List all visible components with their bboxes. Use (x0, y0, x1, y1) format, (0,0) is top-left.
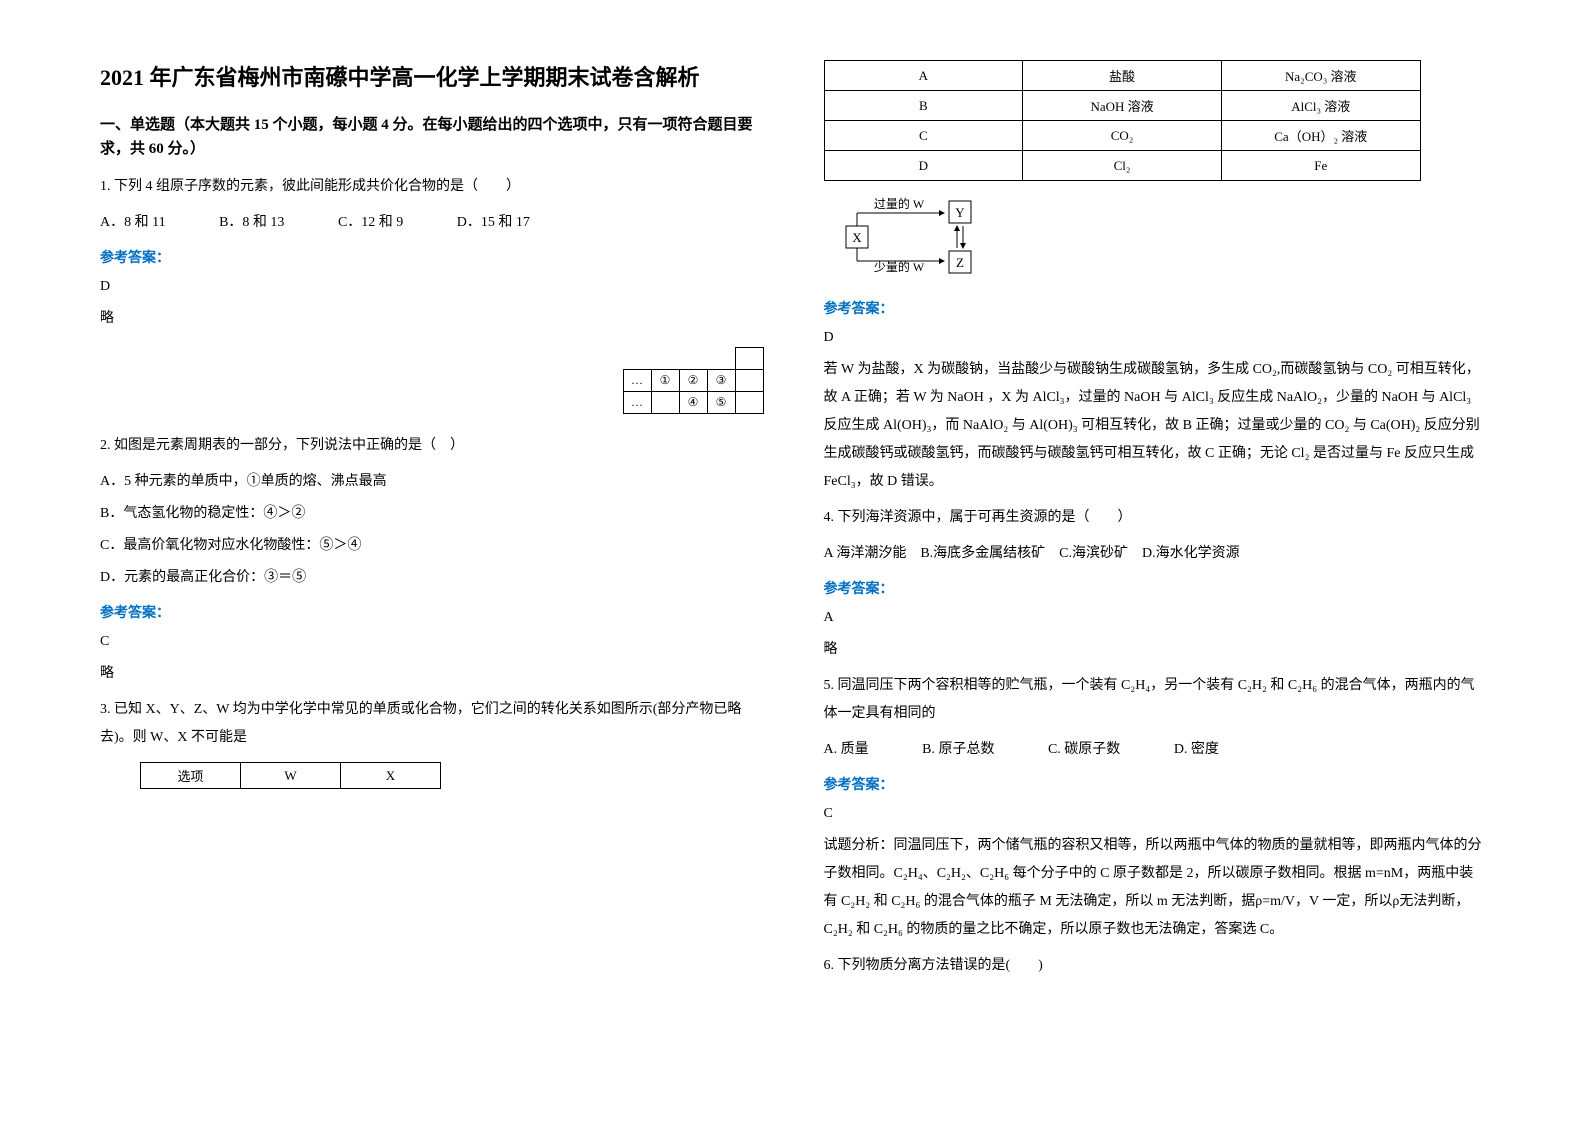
ax-r1-c1: NaOH 溶液 (1023, 91, 1222, 121)
ax-r2-c1: CO₂ (1023, 121, 1222, 151)
table-row: D Cl₂ Fe (824, 151, 1420, 181)
pt-r1-c0: … (623, 370, 651, 392)
q3-text: 3. 已知 X、Y、Z、W 均为中学化学中常见的单质或化合物，它们之间的转化关系… (100, 696, 764, 752)
q2-opt-a: A．5 种元素的单质中，①单质的熔、沸点最高 (100, 468, 764, 496)
q1-note: 略 (100, 305, 764, 333)
exam-title: 2021 年广东省梅州市南礤中学高一化学上学期期末试卷含解析 (100, 60, 764, 95)
pt-r2-c1 (651, 392, 679, 414)
q6-text: 6. 下列物质分离方法错误的是( ) (824, 952, 1488, 980)
pt-r1-c1: ① (651, 370, 679, 392)
q5-opt-c: C. 碳原子数 (1048, 736, 1120, 764)
table-row: A 盐酸 Na₂CO₃ 溶液 (824, 61, 1420, 91)
q3-th-0: 选项 (141, 763, 241, 789)
page-root: 2021 年广东省梅州市南礤中学高一化学上学期期末试卷含解析 一、单选题（本大题… (0, 0, 1587, 1048)
section-1-header: 一、单选题（本大题共 15 个小题，每小题 4 分。在每小题给出的四个选项中，只… (100, 113, 764, 161)
pt-r2-c4 (735, 392, 763, 414)
ax-r1-c2: AlCl₃ 溶液 (1221, 91, 1420, 121)
left-column: 2021 年广东省梅州市南礤中学高一化学上学期期末试卷含解析 一、单选题（本大题… (100, 60, 764, 988)
pt-r1-c4 (735, 370, 763, 392)
ax-r2-c2: Ca（OH）₂ 溶液 (1221, 121, 1420, 151)
pt-r2-c3: ⑤ (707, 392, 735, 414)
q5-answer-label: 参考答案： (824, 774, 1488, 794)
periodic-table-fragment: … ① ② ③ … ④ ⑤ (623, 347, 764, 414)
q3-options-table: A 盐酸 Na₂CO₃ 溶液 B NaOH 溶液 AlCl₃ 溶液 C CO₂ … (824, 60, 1421, 181)
q5-opt-b: B. 原子总数 (922, 736, 994, 764)
q3-answer-label: 参考答案： (824, 298, 1488, 318)
q5-opt-d: D. 密度 (1174, 736, 1219, 764)
q2-note: 略 (100, 660, 764, 688)
q2-opt-b: B．气态氢化物的稳定性：④＞② (100, 500, 764, 528)
pt-r2-c2: ④ (679, 392, 707, 414)
q5-explain: 试题分析：同温同压下，两个储气瓶的容积又相等，所以两瓶中气体的物质的量就相等，即… (824, 832, 1488, 944)
q3-option-table-header: 选项 W X (140, 762, 441, 789)
pt-r2-c0: … (623, 392, 651, 414)
diagram-top-label: 过量的 W (873, 196, 924, 211)
q1-answer: D (100, 273, 764, 301)
q5-options: A. 质量 B. 原子总数 C. 碳原子数 D. 密度 (824, 736, 1488, 764)
q1-text: 1. 下列 4 组原子序数的元素，彼此间能形成共价化合物的是（ ） (100, 173, 764, 201)
q2-opt-c: C．最高价氧化物对应水化物酸性：⑤＞④ (100, 532, 764, 560)
diagram-x: X (852, 230, 862, 245)
ax-r2-c0: C (824, 121, 1023, 151)
q3-th-2: X (341, 763, 441, 789)
q1-opt-a: A．8 和 11 (100, 209, 166, 237)
ax-r0-c0: A (824, 61, 1023, 91)
pt-r1-c2: ② (679, 370, 707, 392)
ax-r0-c1: 盐酸 (1023, 61, 1222, 91)
q4-answer: A (824, 604, 1488, 632)
q2-answer-label: 参考答案： (100, 602, 764, 622)
q3-explain: 若 W 为盐酸，X 为碳酸钠，当盐酸少与碳酸钠生成碳酸氢钠，多生成 CO₂,而碳… (824, 356, 1488, 496)
diagram-z: Z (956, 255, 964, 270)
periodic-wrap: … ① ② ③ … ④ ⑤ (100, 337, 764, 424)
ax-r3-c0: D (824, 151, 1023, 181)
ax-r3-c2: Fe (1221, 151, 1420, 181)
table-row: B NaOH 溶液 AlCl₃ 溶液 (824, 91, 1420, 121)
q5-text: 5. 同温同压下两个容积相等的贮气瓶，一个装有 C₂H₄，另一个装有 C₂H₂ … (824, 672, 1488, 728)
q4-note: 略 (824, 636, 1488, 664)
q2-opt-d: D．元素的最高正化合价：③＝⑤ (100, 564, 764, 592)
q1-opt-b: B．8 和 13 (219, 209, 284, 237)
q5-opt-a: A. 质量 (824, 736, 869, 764)
q4-answer-label: 参考答案： (824, 578, 1488, 598)
diagram-y: Y (955, 205, 965, 220)
q2-answer: C (100, 628, 764, 656)
reaction-diagram: 过量的 W Y X 少量的 W Z (844, 193, 1488, 288)
diagram-svg: 过量的 W Y X 少量的 W Z (844, 193, 1024, 283)
ax-r1-c0: B (824, 91, 1023, 121)
q1-opt-d: D．15 和 17 (457, 209, 530, 237)
pt-blank-top (735, 348, 763, 370)
right-column: A 盐酸 Na₂CO₃ 溶液 B NaOH 溶液 AlCl₃ 溶液 C CO₂ … (824, 60, 1488, 988)
q2-text: 2. 如图是元素周期表的一部分，下列说法中正确的是（ ） (100, 432, 764, 460)
q3-answer: D (824, 324, 1488, 352)
q3-th-1: W (241, 763, 341, 789)
table-row: C CO₂ Ca（OH）₂ 溶液 (824, 121, 1420, 151)
q1-opt-c: C．12 和 9 (338, 209, 403, 237)
ax-r3-c1: Cl₂ (1023, 151, 1222, 181)
pt-r1-c3: ③ (707, 370, 735, 392)
q4-options: A 海洋潮汐能 B.海底多金属结核矿 C.海滨砂矿 D.海水化学资源 (824, 540, 1488, 568)
table-row: 选项 W X (141, 763, 441, 789)
ax-r0-c2: Na₂CO₃ 溶液 (1221, 61, 1420, 91)
q1-options: A．8 和 11 B．8 和 13 C．12 和 9 D．15 和 17 (100, 209, 764, 237)
q5-answer: C (824, 800, 1488, 828)
q1-answer-label: 参考答案： (100, 247, 764, 267)
q4-text: 4. 下列海洋资源中，属于可再生资源的是（ ） (824, 504, 1488, 532)
